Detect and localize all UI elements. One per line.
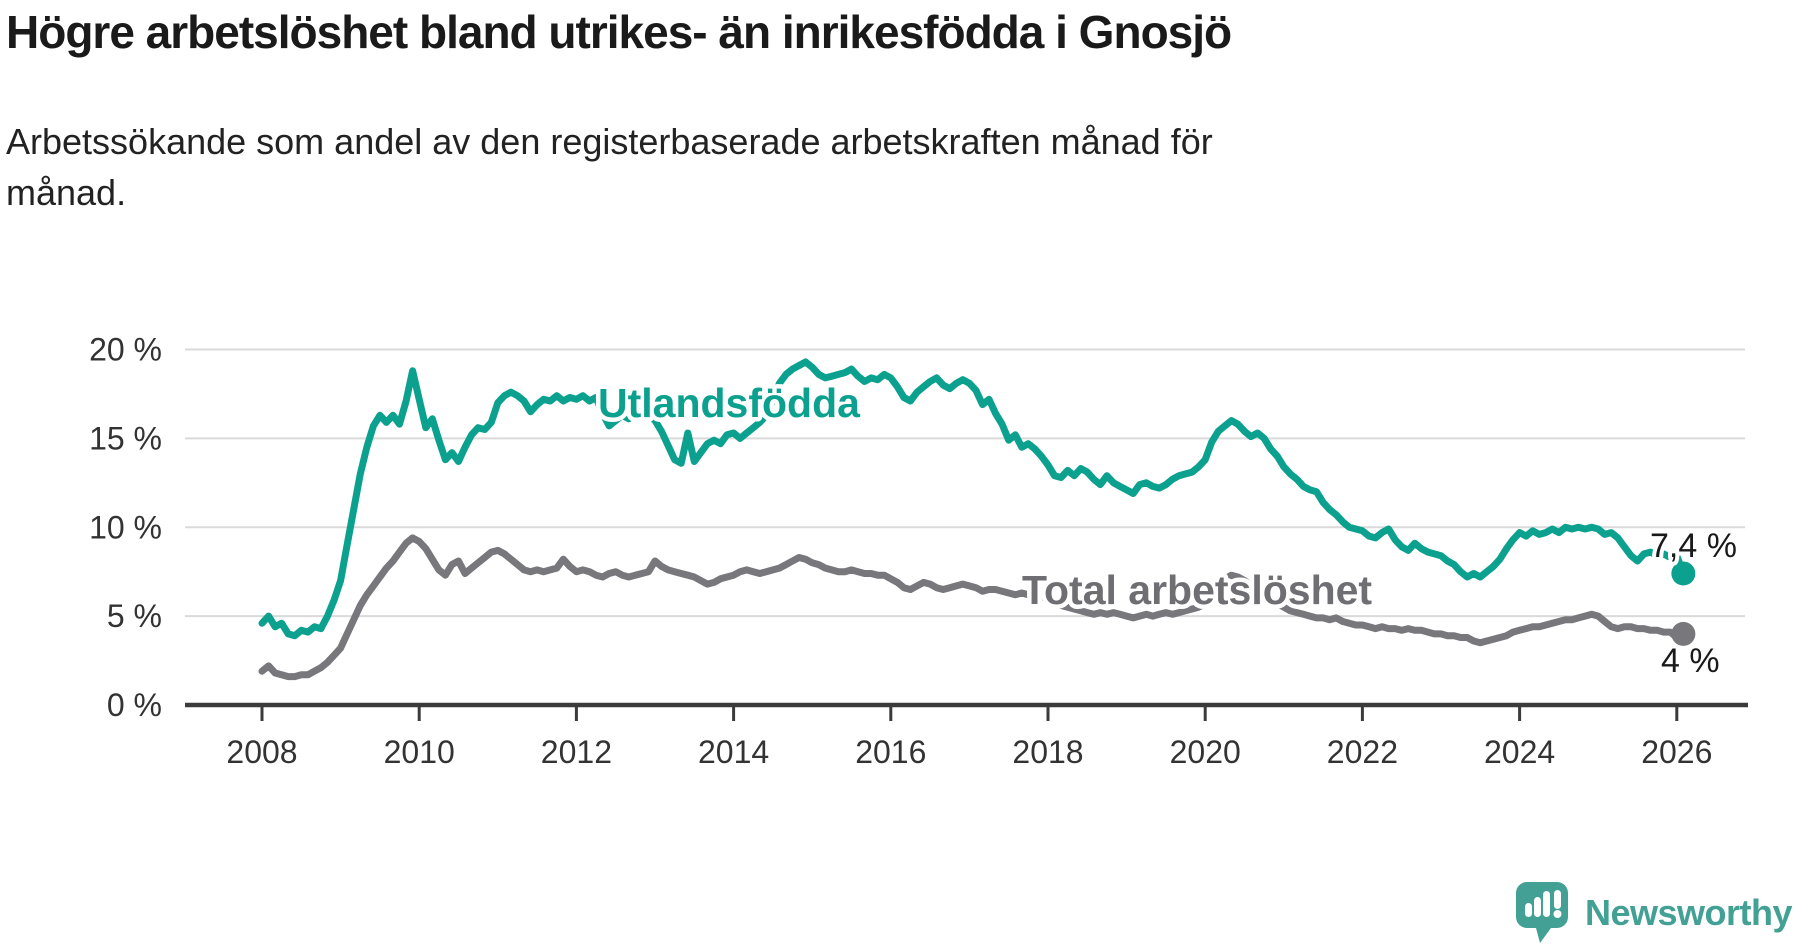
x-tick-label: 2018	[1012, 734, 1083, 770]
series-endpoint-dot-total	[1671, 621, 1696, 646]
y-tick-label: 15 %	[89, 420, 162, 456]
series-line-total	[258, 534, 1687, 681]
series-label-total: Total arbetslöshet	[1022, 567, 1372, 613]
x-tick-label: 2024	[1484, 734, 1555, 770]
x-tick-label: 2010	[384, 734, 455, 770]
x-tick-label: 2020	[1170, 734, 1241, 770]
end-value-label-total: 4 %	[1661, 642, 1720, 680]
series-endpoint-dot-utlandsfodda	[1671, 561, 1696, 586]
newsworthy-logo-text: Newsworthy	[1584, 892, 1793, 933]
newsworthy-logo-icon	[1515, 882, 1568, 943]
x-tick-label: 2014	[698, 734, 769, 770]
y-tick-label: 0 %	[107, 687, 162, 723]
y-tick-label: 20 %	[89, 332, 162, 368]
x-tick-label: 2022	[1327, 734, 1398, 770]
chart-subtitle: Arbetssökande som andel av den registerb…	[6, 116, 1506, 218]
chart-subtitle-line2: månad.	[6, 172, 127, 214]
x-tick-label: 2008	[226, 734, 297, 770]
x-tick-label: 2016	[855, 734, 926, 770]
y-tick-label: 5 %	[107, 598, 162, 634]
series-line-utlandsfodda	[258, 358, 1687, 640]
page-title: Högre arbetslöshet bland utrikes- än inr…	[6, 6, 1232, 58]
end-value-label-utlandsfodda: 7,4 %	[1650, 527, 1737, 565]
chart-subtitle-line1: Arbetssökande som andel av den registerb…	[6, 121, 1213, 162]
x-tick-label: 2026	[1641, 734, 1712, 770]
series-label-utlandsfodda: Utlandsfödda	[598, 380, 861, 426]
y-tick-label: 10 %	[89, 509, 162, 545]
x-tick-label: 2012	[541, 734, 612, 770]
newsworthy-logo: Newsworthy	[1515, 882, 1793, 944]
